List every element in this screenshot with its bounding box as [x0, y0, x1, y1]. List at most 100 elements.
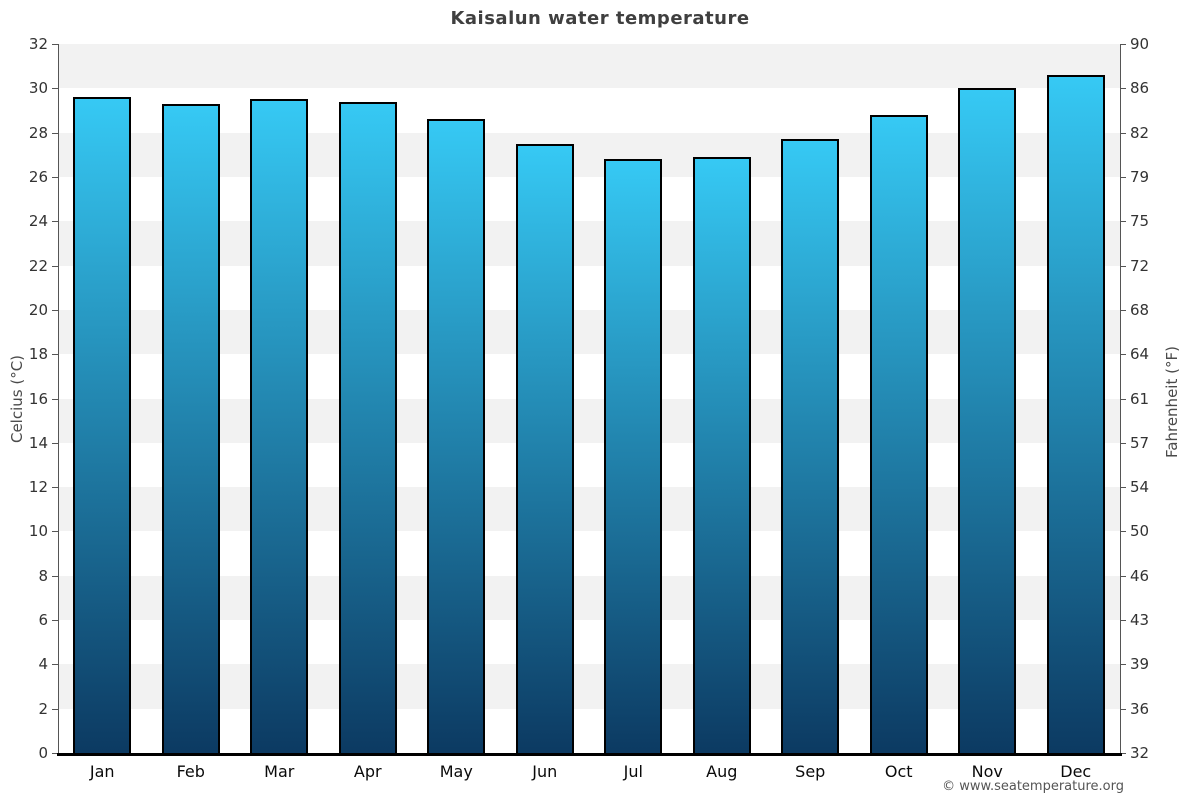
bar-nov	[958, 88, 1017, 753]
right-axis-tick	[1120, 442, 1126, 444]
right-axis-tick	[1120, 708, 1126, 710]
celsius-tick-label: 0	[38, 744, 48, 762]
right-axis-tick	[1120, 753, 1126, 754]
left-axis-tick	[52, 44, 58, 45]
celsius-tick-label: 24	[28, 212, 48, 231]
grid-band	[58, 664, 1121, 709]
fahrenheit-tick-label: 50	[1130, 522, 1150, 541]
bar-jun	[515, 143, 574, 753]
celsius-tick-label: 26	[28, 167, 48, 186]
celsius-tick-label: 10	[28, 522, 48, 541]
celsius-tick-label: 22	[28, 256, 48, 275]
celsius-tick-label: 30	[28, 79, 48, 98]
left-axis-tick	[52, 176, 58, 178]
fahrenheit-tick-label: 79	[1130, 167, 1150, 186]
month-label-aug: Aug	[706, 762, 738, 781]
left-axis-line	[58, 44, 59, 754]
fahrenheit-tick-label: 90	[1130, 35, 1150, 53]
left-axis-title: Celcius (°C)	[8, 354, 26, 444]
bar-dec	[1046, 75, 1105, 753]
celsius-tick-label: 8	[38, 566, 48, 585]
left-axis-tick	[52, 221, 58, 223]
left-axis-tick	[52, 753, 58, 754]
fahrenheit-tick-label: 68	[1130, 300, 1150, 319]
fahrenheit-tick-label: 72	[1130, 256, 1150, 275]
right-axis-tick	[1120, 575, 1126, 577]
bar-jul	[604, 159, 663, 753]
month-label-nov: Nov	[971, 762, 1003, 781]
right-axis-tick	[1120, 398, 1126, 400]
fahrenheit-tick-label: 54	[1130, 478, 1150, 497]
right-axis-tick	[1120, 44, 1126, 45]
fahrenheit-tick-label: 86	[1130, 79, 1150, 98]
celsius-tick-label: 18	[28, 345, 48, 364]
left-axis-tick	[52, 575, 58, 577]
left-axis-tick	[52, 132, 58, 134]
bar-may	[427, 119, 486, 753]
fahrenheit-tick-label: 36	[1130, 699, 1150, 718]
grid-band	[58, 132, 1121, 177]
copyright-credit: © www.seatemperature.org	[942, 779, 1124, 794]
left-axis-tick	[52, 620, 58, 622]
right-axis-tick	[1120, 620, 1126, 622]
celsius-tick-label: 28	[28, 123, 48, 142]
fahrenheit-tick-label: 43	[1130, 611, 1150, 630]
month-label-may: May	[439, 762, 473, 781]
month-label-oct: Oct	[884, 762, 913, 781]
left-axis-tick	[52, 88, 58, 90]
right-axis-tick	[1120, 176, 1126, 178]
bar-apr	[338, 101, 397, 753]
celsius-tick-label: 32	[28, 35, 48, 53]
month-label-mar: Mar	[264, 762, 295, 781]
grid-band	[58, 531, 1121, 576]
celsius-tick-label: 12	[28, 478, 48, 497]
fahrenheit-tick-label: 46	[1130, 566, 1150, 585]
chart-title: Kaisalun water temperature	[450, 8, 750, 29]
celsius-tick-label: 14	[28, 433, 48, 452]
grid-band	[58, 221, 1121, 266]
bar-aug	[692, 156, 751, 753]
month-label-feb: Feb	[176, 762, 205, 781]
celsius-tick-label: 4	[38, 655, 48, 674]
fahrenheit-tick-label: 39	[1130, 655, 1150, 674]
left-axis-tick	[52, 487, 58, 489]
left-axis-tick	[52, 309, 58, 311]
left-axis-tick	[52, 354, 58, 356]
right-axis-tick	[1120, 221, 1126, 223]
fahrenheit-tick-label: 61	[1130, 389, 1150, 408]
month-label-jul: Jul	[623, 762, 643, 781]
bar-sep	[781, 139, 840, 753]
month-label-jan: Jan	[89, 762, 115, 781]
right-axis-tick	[1120, 531, 1126, 533]
month-label-jun: Jun	[532, 762, 558, 781]
celsius-tick-label: 6	[38, 611, 48, 630]
bar-jan	[73, 97, 132, 753]
grid-band	[58, 44, 1121, 89]
month-label-apr: Apr	[353, 762, 382, 781]
fahrenheit-tick-label: 82	[1130, 123, 1150, 142]
bar-oct	[869, 114, 928, 753]
right-axis-title: Fahrenheit (°F)	[1163, 346, 1181, 458]
right-axis-tick	[1120, 265, 1126, 267]
right-axis-tick	[1120, 132, 1126, 134]
fahrenheit-tick-label: 57	[1130, 433, 1150, 452]
grid-band	[58, 398, 1121, 443]
grid-band	[58, 442, 1121, 488]
left-axis-tick	[52, 265, 58, 267]
left-axis-tick	[52, 398, 58, 400]
celsius-tick-label: 20	[28, 300, 48, 319]
left-axis-tick	[52, 442, 58, 444]
grid-band	[58, 708, 1121, 753]
right-axis-tick	[1120, 354, 1126, 356]
right-axis-tick	[1120, 309, 1126, 311]
bar-feb	[161, 103, 220, 753]
grid-band	[58, 575, 1121, 621]
grid-band	[58, 487, 1121, 532]
left-axis-tick	[52, 664, 58, 666]
fahrenheit-tick-label: 64	[1130, 345, 1150, 364]
grid-band	[58, 354, 1121, 399]
grid-band	[58, 176, 1121, 222]
celsius-tick-label: 2	[38, 699, 48, 718]
right-axis-tick	[1120, 487, 1126, 489]
